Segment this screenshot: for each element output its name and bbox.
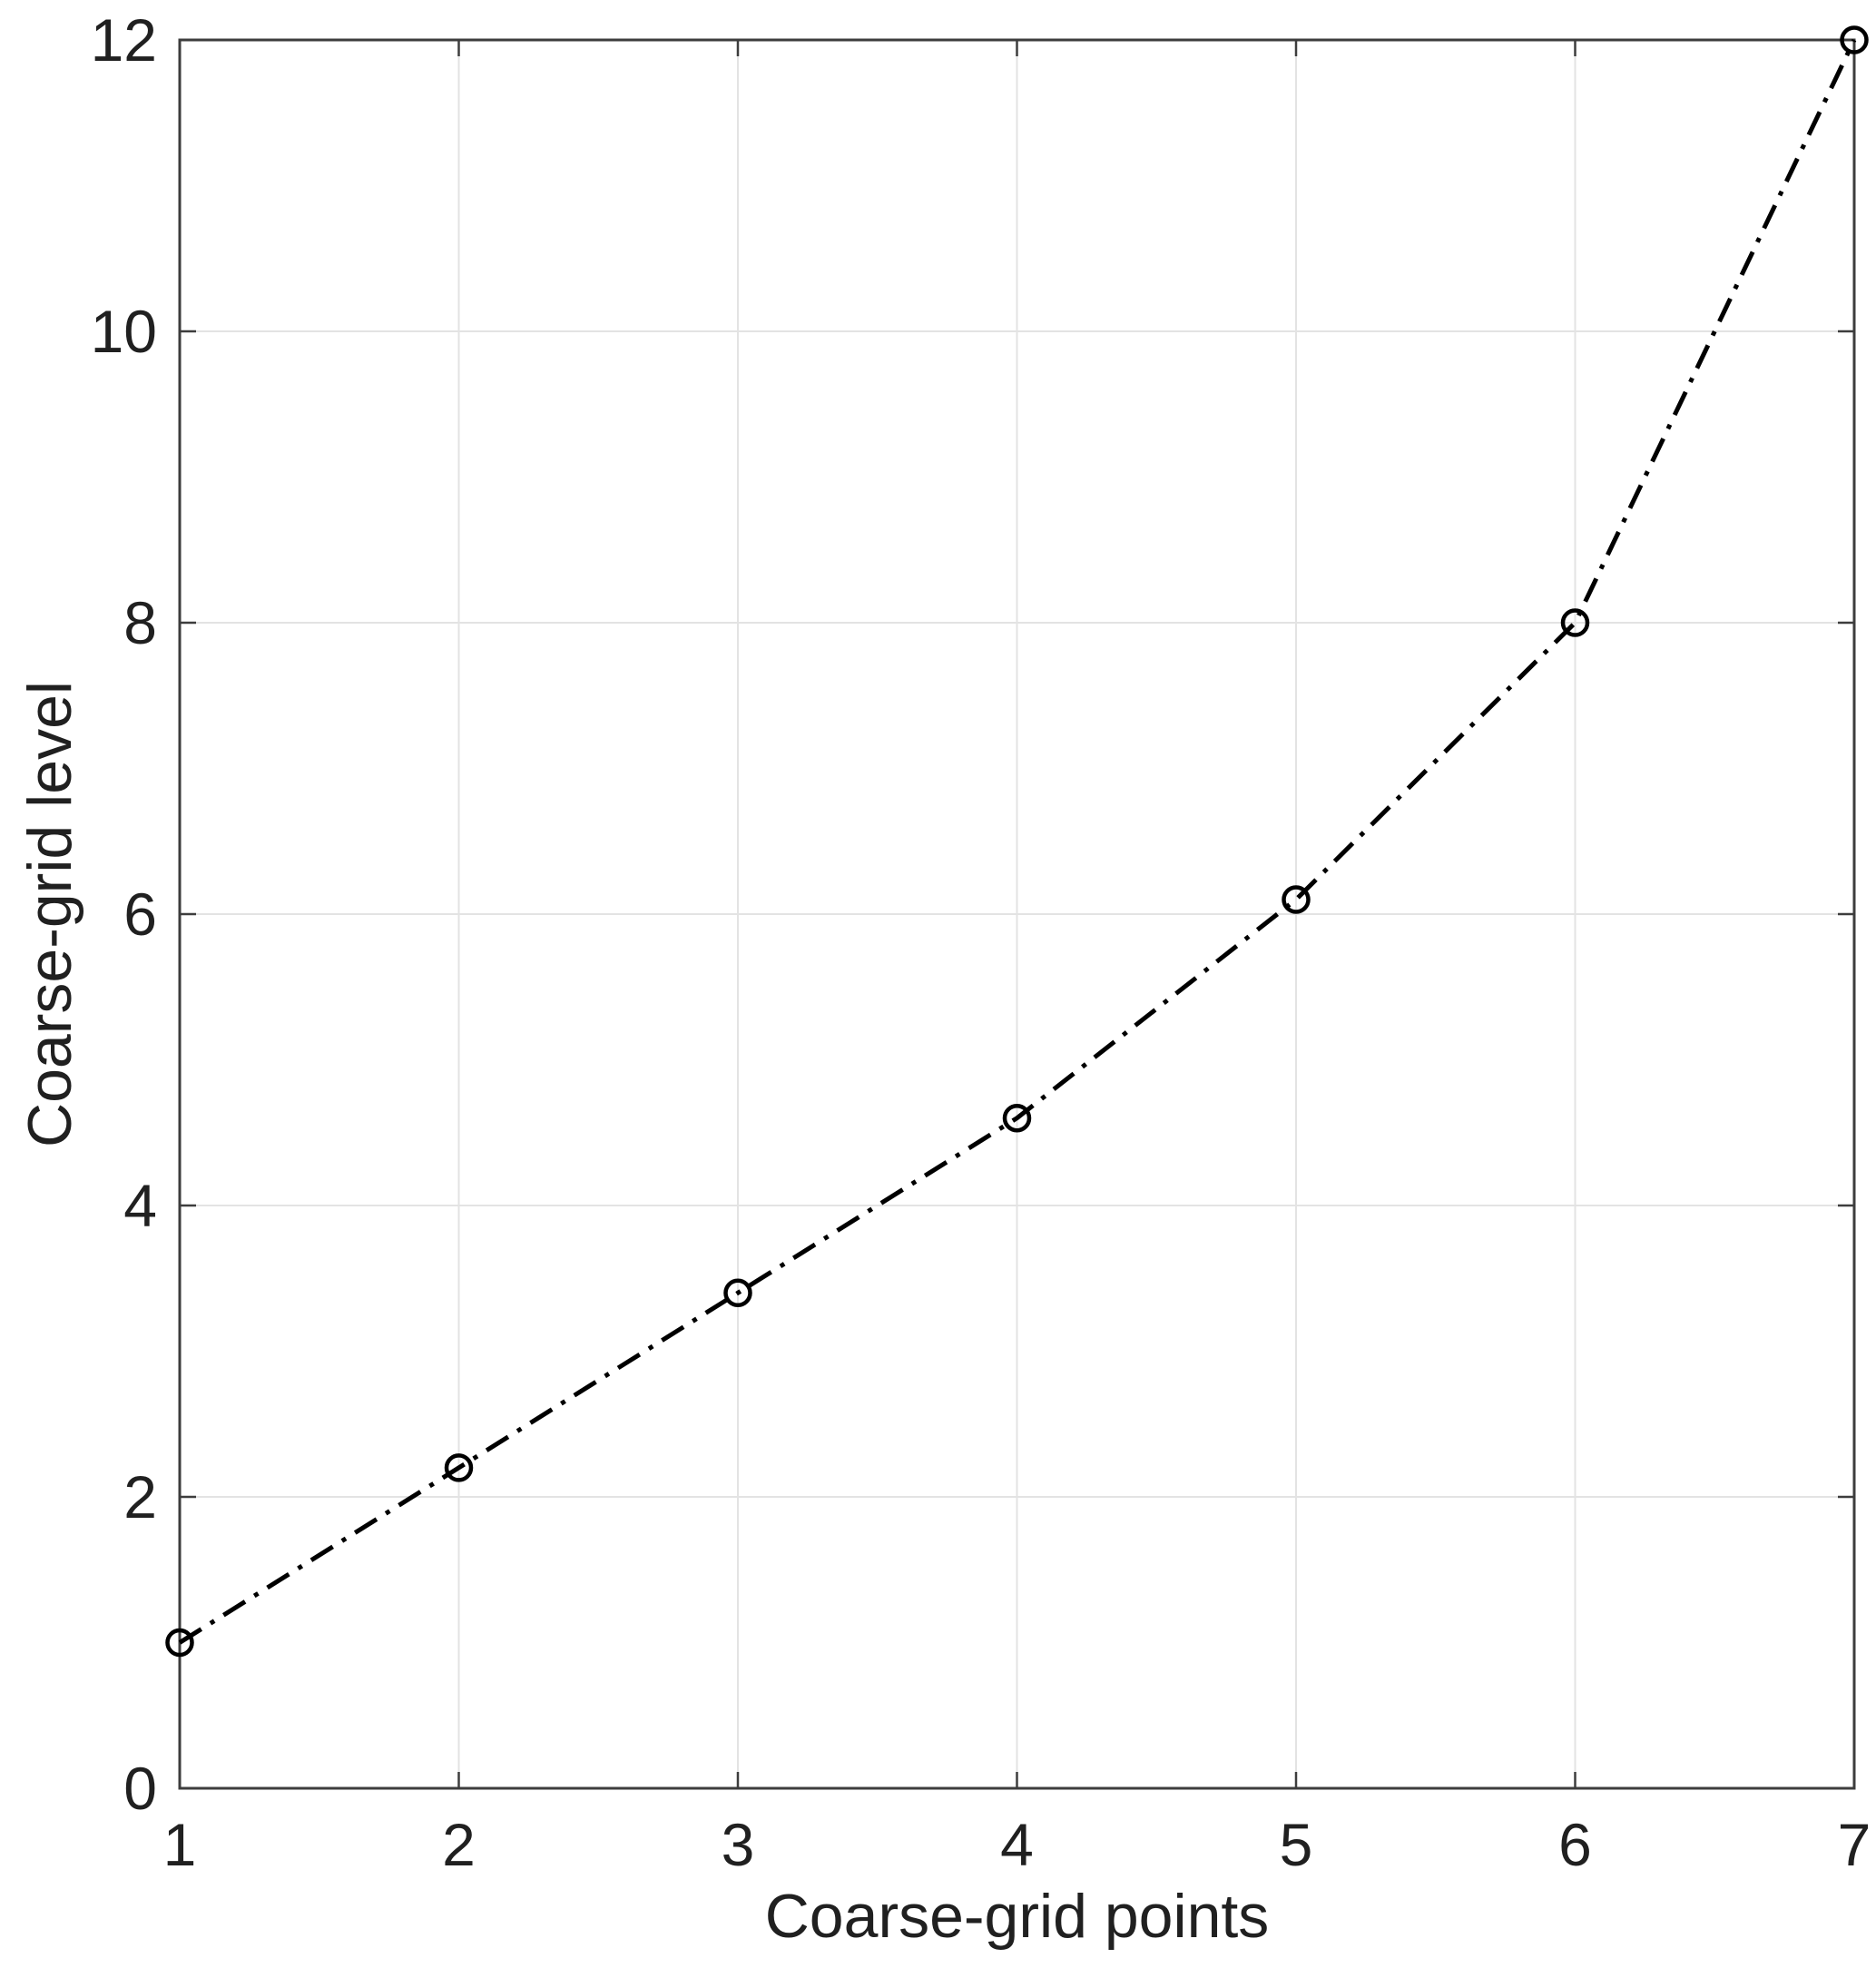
data-point-marker	[723, 1278, 752, 1308]
y-tick-label: 10	[91, 298, 157, 365]
x-tick-label: 2	[442, 1811, 476, 1878]
data-line	[178, 38, 1857, 1645]
x-tick-label: 3	[722, 1811, 755, 1878]
data-point-marker	[1282, 885, 1311, 914]
y-tick-label: 0	[123, 1755, 157, 1822]
data-point-marker	[1840, 25, 1869, 54]
x-tick-label: 4	[1000, 1811, 1034, 1878]
data-point-marker	[165, 1628, 194, 1658]
data-point-marker	[1560, 608, 1590, 637]
x-tick-label: 6	[1558, 1811, 1592, 1878]
y-tick-label: 4	[123, 1172, 157, 1239]
x-tick-label: 5	[1280, 1811, 1313, 1878]
y-tick-label: 6	[123, 881, 157, 948]
data-point-marker	[444, 1453, 474, 1482]
x-axis-label: Coarse-grid points	[764, 1882, 1270, 1951]
x-tick-label: 1	[163, 1811, 197, 1878]
data-point-marker	[1002, 1103, 1032, 1133]
y-tick-label: 12	[91, 6, 157, 74]
y-tick-label: 2	[123, 1463, 157, 1530]
y-tick-label: 8	[123, 589, 157, 656]
y-axis-label: Coarse-grid level	[15, 681, 84, 1147]
x-tick-label: 7	[1838, 1811, 1871, 1878]
